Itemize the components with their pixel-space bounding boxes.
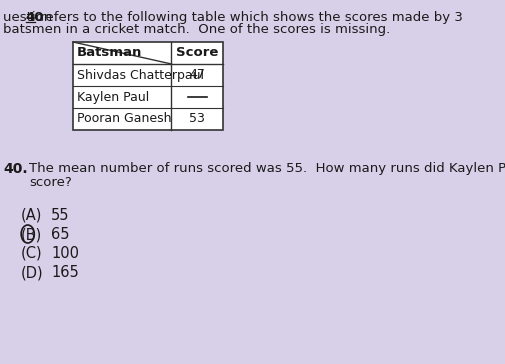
Text: (C): (C) (20, 246, 42, 261)
Text: score?: score? (29, 176, 72, 189)
Text: 55: 55 (51, 208, 70, 223)
Text: 40.: 40. (3, 162, 28, 176)
Text: Pooran Ganesh: Pooran Ganesh (77, 112, 171, 126)
Text: batsmen in a cricket match.  One of the scores is missing.: batsmen in a cricket match. One of the s… (3, 23, 390, 36)
Bar (73, 42, 223, 130)
Text: refers to the following table which shows the scores made by 3: refers to the following table which show… (36, 11, 463, 24)
Text: 47: 47 (189, 68, 205, 82)
Text: 165: 165 (51, 265, 79, 280)
Text: (A): (A) (20, 208, 42, 223)
Text: uestion: uestion (3, 11, 57, 24)
Text: Shivdas Chatterpaul: Shivdas Chatterpaul (77, 68, 204, 82)
Text: Batsman: Batsman (77, 47, 142, 59)
Text: Kaylen Paul: Kaylen Paul (77, 91, 149, 103)
Text: Score: Score (176, 47, 218, 59)
Text: 40: 40 (26, 11, 44, 24)
Text: 53: 53 (189, 112, 205, 126)
Text: (B): (B) (20, 227, 42, 242)
Text: 100: 100 (51, 246, 79, 261)
Text: The mean number of runs scored was 55.  How many runs did Kaylen Paul: The mean number of runs scored was 55. H… (29, 162, 505, 175)
Text: 65: 65 (51, 227, 70, 242)
Text: (D): (D) (20, 265, 43, 280)
